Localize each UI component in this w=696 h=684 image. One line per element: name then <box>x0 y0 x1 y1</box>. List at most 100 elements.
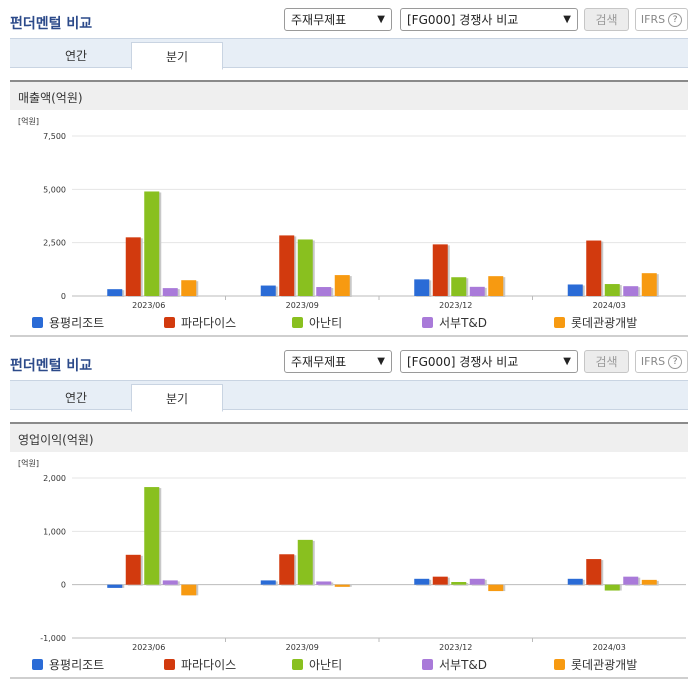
tab-annual[interactable]: 연간 <box>64 391 88 405</box>
chevron-down-icon: ▼ <box>563 14 571 25</box>
legend-swatch <box>292 659 303 670</box>
bar <box>469 286 485 296</box>
legend-label: 파라다이스 <box>181 658 237 672</box>
bar <box>604 284 620 296</box>
ifrs-label: IFRS <box>640 13 666 26</box>
bar <box>567 284 583 296</box>
chart-legend: 용평리조트 파라다이스 아난티 서부T&D 롯데관광개발 <box>10 654 688 676</box>
search-button[interactable]: 검색 <box>584 350 629 373</box>
bar <box>334 275 350 296</box>
bar <box>144 487 160 585</box>
statement-type-value: 주재무제표 <box>291 13 347 27</box>
bar <box>181 280 197 296</box>
operating-income-chart-svg: [억원] -1,000 0 1,000 2,000 2023/06 2023/09 2023/… <box>18 458 686 652</box>
search-button[interactable]: 검색 <box>584 8 629 31</box>
bar <box>279 235 295 296</box>
x-tick-label: 2023/12 <box>439 643 472 652</box>
legend-label: 아난티 <box>309 316 343 330</box>
bar <box>334 584 350 587</box>
legend-swatch <box>554 659 565 670</box>
sales-chart-svg: [억원] 0 2,500 5,000 7,500 2023/06 2023/09 2023/1… <box>18 116 686 310</box>
bar <box>432 576 448 585</box>
legend-swatch <box>422 659 433 670</box>
section-title: 펀더멘털 비교 <box>10 358 93 374</box>
bar <box>641 273 657 296</box>
bar <box>279 554 295 585</box>
competitor-group-value: [FG000] 경쟁사 비교 <box>407 355 519 369</box>
bar <box>125 554 141 585</box>
chevron-down-icon: ▼ <box>563 356 571 367</box>
chevron-down-icon: ▼ <box>377 356 385 367</box>
bar <box>107 289 123 296</box>
unit-label: [억원] <box>18 458 39 468</box>
question-icon: ? <box>668 354 683 369</box>
bar <box>107 584 123 588</box>
legend-item[interactable]: 롯데관광개발 <box>554 314 637 331</box>
x-tick-label: 2023/09 <box>286 301 319 310</box>
bar <box>451 277 467 296</box>
y-tick-label: 0 <box>61 581 66 590</box>
legend-swatch <box>292 317 303 328</box>
competitor-group-select[interactable]: [FG000] 경쟁사 비교 ▼ <box>400 8 578 31</box>
bar <box>623 576 639 585</box>
statement-type-select[interactable]: 주재무제표 ▼ <box>284 350 392 373</box>
x-tick-label: 2024/03 <box>593 301 626 310</box>
legend-label: 롯데관광개발 <box>571 658 638 672</box>
bar <box>297 239 313 296</box>
legend-item[interactable]: 서부T&D <box>422 656 487 673</box>
chart-title: 매출액(억원) <box>10 80 688 110</box>
y-tick-label: 1,000 <box>43 527 66 536</box>
x-tick-label: 2023/09 <box>286 643 319 652</box>
bar <box>586 559 602 585</box>
tab-annual[interactable]: 연간 <box>64 49 88 63</box>
chart-legend: 용평리조트 파라다이스 아난티 서부T&D 롯데관광개발 <box>10 312 688 334</box>
legend-label: 용평리조트 <box>49 316 105 330</box>
bar <box>297 539 313 585</box>
x-tick-label: 2023/12 <box>439 301 472 310</box>
legend-item[interactable]: 롯데관광개발 <box>554 656 637 673</box>
ifrs-label: IFRS <box>640 355 666 368</box>
x-tick-label: 2024/03 <box>593 643 626 652</box>
fundamental-compare-section-sales: 펀더멘털 비교 주재무제표 ▼ [FG000] 경쟁사 비교 ▼ 검색 IFRS… <box>10 8 688 337</box>
chevron-down-icon: ▼ <box>377 14 385 25</box>
legend-item[interactable]: 파라다이스 <box>164 656 236 673</box>
bar <box>414 578 430 585</box>
legend-item[interactable]: 용평리조트 <box>32 656 104 673</box>
bar <box>623 286 639 296</box>
y-tick-label: 0 <box>61 292 66 301</box>
bar <box>260 285 276 296</box>
operating-income-chart: [억원] -1,000 0 1,000 2,000 2023/06 2023/09 2023/… <box>10 452 688 652</box>
bar <box>144 191 160 296</box>
ifrs-help-button[interactable]: IFRS ? <box>635 350 688 373</box>
legend-item[interactable]: 파라다이스 <box>164 314 236 331</box>
divider <box>10 677 688 679</box>
section-title: 펀더멘털 비교 <box>10 16 93 32</box>
sales-chart: [억원] 0 2,500 5,000 7,500 2023/06 2023/09 2023/1… <box>10 110 688 310</box>
legend-swatch <box>554 317 565 328</box>
legend-item[interactable]: 서부T&D <box>422 314 487 331</box>
legend-swatch <box>32 317 43 328</box>
unit-label: [억원] <box>18 116 39 126</box>
fundamental-compare-section-op-income: 펀더멘털 비교 주재무제표 ▼ [FG000] 경쟁사 비교 ▼ 검색 IFRS… <box>0 342 696 684</box>
y-tick-label: 2,000 <box>43 474 66 483</box>
bar <box>432 244 448 296</box>
legend-label: 용평리조트 <box>49 658 105 672</box>
bar <box>641 579 657 585</box>
bar <box>488 584 504 592</box>
legend-item[interactable]: 아난티 <box>292 656 342 673</box>
bar <box>162 288 178 296</box>
tab-quarterly[interactable]: 분기 <box>131 384 223 412</box>
legend-item[interactable]: 아난티 <box>292 314 342 331</box>
legend-item[interactable]: 용평리조트 <box>32 314 104 331</box>
ifrs-help-button[interactable]: IFRS ? <box>635 8 688 31</box>
legend-label: 파라다이스 <box>181 316 237 330</box>
legend-swatch <box>422 317 433 328</box>
legend-label: 서부T&D <box>439 658 488 672</box>
divider <box>10 335 688 337</box>
x-tick-label: 2023/06 <box>132 643 165 652</box>
competitor-group-select[interactable]: [FG000] 경쟁사 비교 ▼ <box>400 350 578 373</box>
bar <box>604 584 620 591</box>
statement-type-select[interactable]: 주재무제표 ▼ <box>284 8 392 31</box>
bar <box>316 287 332 296</box>
tab-quarterly[interactable]: 분기 <box>131 42 223 70</box>
